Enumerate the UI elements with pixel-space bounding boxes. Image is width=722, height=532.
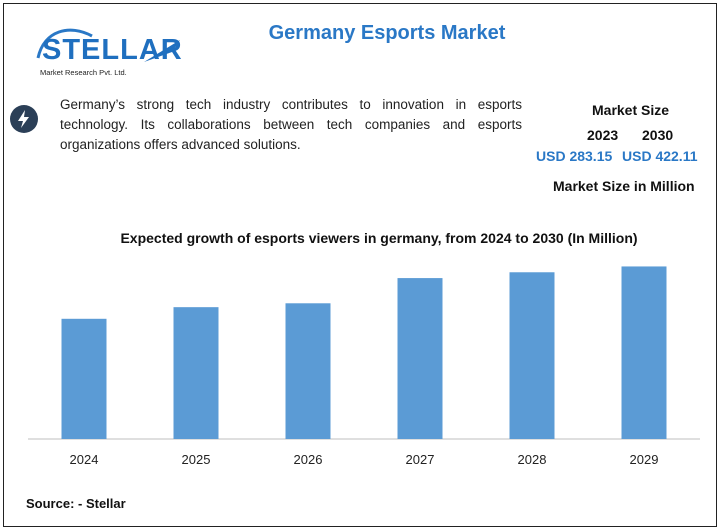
chart-title: Expected growth of esports viewers in ge… bbox=[120, 230, 638, 246]
x-tick-label-2026: 2026 bbox=[294, 452, 323, 467]
logo-swoosh-icon bbox=[36, 28, 180, 62]
bar-2028 bbox=[509, 272, 555, 439]
bar-2025 bbox=[173, 307, 219, 439]
bar-2027 bbox=[397, 278, 443, 439]
source-note: Source: - Stellar bbox=[26, 496, 126, 511]
market-value-end: USD 422.11 bbox=[622, 148, 698, 164]
bar-2024 bbox=[61, 318, 107, 439]
page-title: Germany Esports Market bbox=[268, 22, 506, 44]
logo-wordmark: STELLAR bbox=[42, 34, 183, 66]
stellar-logo: STELLAR Market Research Pvt. Ltd. bbox=[34, 22, 194, 82]
x-tick-label-2027: 2027 bbox=[406, 452, 435, 467]
market-year-end: 2030 bbox=[642, 127, 674, 143]
lightning-icon bbox=[10, 105, 38, 133]
x-tick-label-2029: 2029 bbox=[630, 452, 659, 467]
bar-2029 bbox=[621, 266, 667, 439]
market-value-start: USD 283.15 bbox=[536, 148, 613, 164]
infographic-frame bbox=[3, 3, 717, 527]
x-tick-label-2028: 2028 bbox=[518, 452, 547, 467]
market-year-start: 2023 bbox=[587, 127, 619, 143]
intro-paragraph: Germany’s strong tech industry contribut… bbox=[60, 97, 522, 152]
x-tick-label-2025: 2025 bbox=[182, 452, 211, 467]
bar-2026 bbox=[285, 303, 331, 439]
x-tick-label-2024: 2024 bbox=[70, 452, 99, 467]
market-size-label: Market Size bbox=[592, 102, 670, 118]
logo-tagline: Market Research Pvt. Ltd. bbox=[40, 68, 127, 77]
market-unit-label: Market Size in Million bbox=[553, 178, 695, 194]
